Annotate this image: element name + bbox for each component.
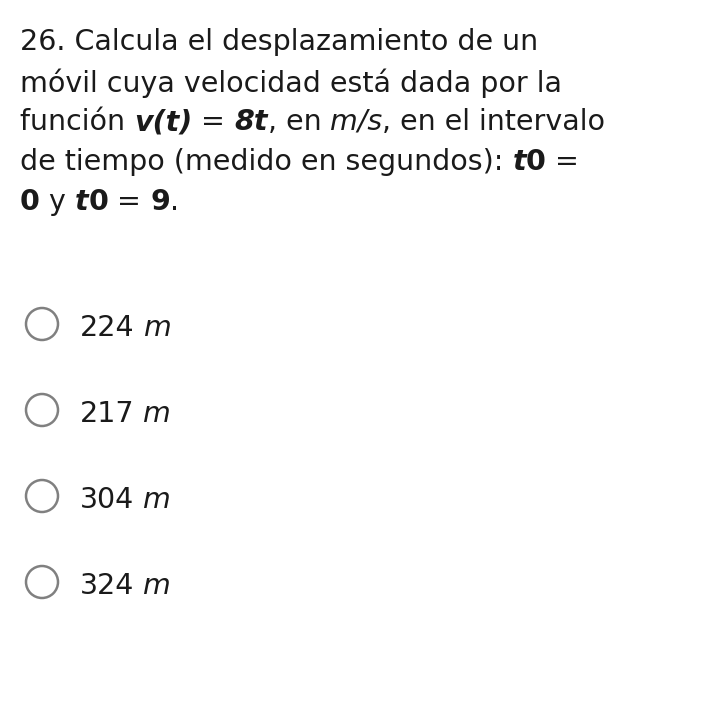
Text: m: m: [134, 486, 171, 514]
Text: 224: 224: [80, 314, 135, 342]
Text: , en: , en: [268, 108, 330, 136]
Text: =: =: [546, 148, 579, 176]
Text: función: función: [20, 108, 134, 136]
Text: t: t: [75, 188, 89, 216]
Text: 324: 324: [80, 572, 135, 600]
Text: m: m: [135, 572, 171, 600]
Text: 304: 304: [80, 486, 134, 514]
Text: t: t: [513, 148, 526, 176]
Text: v(t): v(t): [134, 108, 192, 136]
Text: 9: 9: [150, 188, 170, 216]
Text: =: =: [192, 108, 234, 136]
Text: m: m: [135, 400, 171, 428]
Text: de tiempo (medido en segundos):: de tiempo (medido en segundos):: [20, 148, 513, 176]
Text: 0: 0: [89, 188, 108, 216]
Text: y: y: [40, 188, 75, 216]
Text: .: .: [170, 188, 179, 216]
Text: 26. Calcula el desplazamiento de un: 26. Calcula el desplazamiento de un: [20, 28, 538, 56]
Text: , en el intervalo: , en el intervalo: [382, 108, 606, 136]
Text: 0: 0: [20, 188, 40, 216]
Text: m: m: [135, 314, 171, 342]
Text: =: =: [108, 188, 150, 216]
Text: móvil cuya velocidad está dada por la: móvil cuya velocidad está dada por la: [20, 68, 562, 98]
Text: 0: 0: [526, 148, 546, 176]
Text: 8t: 8t: [234, 108, 268, 136]
Text: 217: 217: [80, 400, 135, 428]
Text: m/s: m/s: [330, 108, 382, 136]
